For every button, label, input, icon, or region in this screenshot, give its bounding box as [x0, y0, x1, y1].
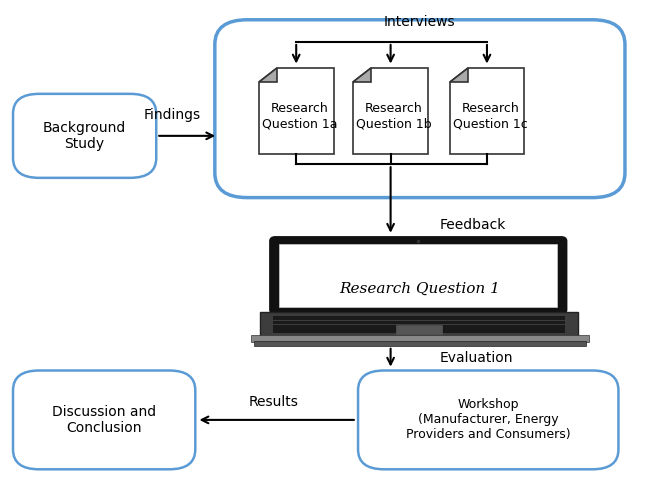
Polygon shape [259, 68, 334, 154]
Polygon shape [449, 68, 525, 154]
FancyBboxPatch shape [270, 237, 566, 314]
Text: Research
Question 1c: Research Question 1c [453, 102, 527, 130]
FancyBboxPatch shape [273, 316, 565, 320]
FancyBboxPatch shape [251, 335, 589, 342]
FancyBboxPatch shape [254, 341, 586, 346]
FancyBboxPatch shape [279, 244, 557, 307]
FancyBboxPatch shape [273, 325, 565, 329]
Text: Interviews: Interviews [384, 15, 456, 29]
FancyBboxPatch shape [396, 325, 442, 334]
FancyBboxPatch shape [273, 321, 565, 324]
FancyBboxPatch shape [13, 370, 195, 469]
Text: Research
Question 1b: Research Question 1b [356, 102, 432, 130]
Polygon shape [353, 68, 428, 154]
Polygon shape [259, 68, 277, 82]
Text: Research Question 1: Research Question 1 [339, 282, 501, 296]
FancyBboxPatch shape [358, 370, 618, 469]
Text: Research
Question 1a: Research Question 1a [262, 102, 337, 130]
Text: Workshop
(Manufacturer, Energy
Providers and Consumers): Workshop (Manufacturer, Energy Providers… [406, 398, 570, 442]
Text: Evaluation: Evaluation [439, 351, 513, 365]
Text: Results: Results [249, 395, 298, 409]
FancyBboxPatch shape [215, 20, 625, 198]
FancyBboxPatch shape [260, 312, 578, 337]
Text: Findings: Findings [144, 108, 201, 122]
Text: Discussion and
Conclusion: Discussion and Conclusion [52, 405, 156, 435]
Polygon shape [353, 68, 371, 82]
FancyBboxPatch shape [273, 329, 565, 333]
FancyBboxPatch shape [13, 94, 156, 178]
Text: Feedback: Feedback [439, 218, 506, 232]
Text: Background
Study: Background Study [43, 121, 126, 151]
Polygon shape [449, 68, 467, 82]
